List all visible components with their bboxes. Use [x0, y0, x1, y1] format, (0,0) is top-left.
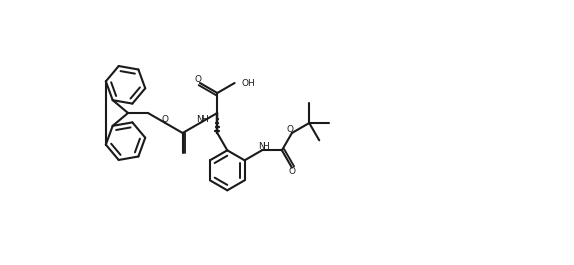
- Text: O: O: [195, 74, 201, 83]
- Text: N: N: [258, 142, 265, 151]
- Text: O: O: [286, 125, 293, 134]
- Text: H: H: [262, 142, 269, 151]
- Text: O: O: [288, 167, 296, 176]
- Text: N: N: [196, 114, 203, 123]
- Text: OH: OH: [242, 78, 255, 87]
- Text: H: H: [201, 116, 208, 125]
- Text: O: O: [162, 114, 169, 123]
